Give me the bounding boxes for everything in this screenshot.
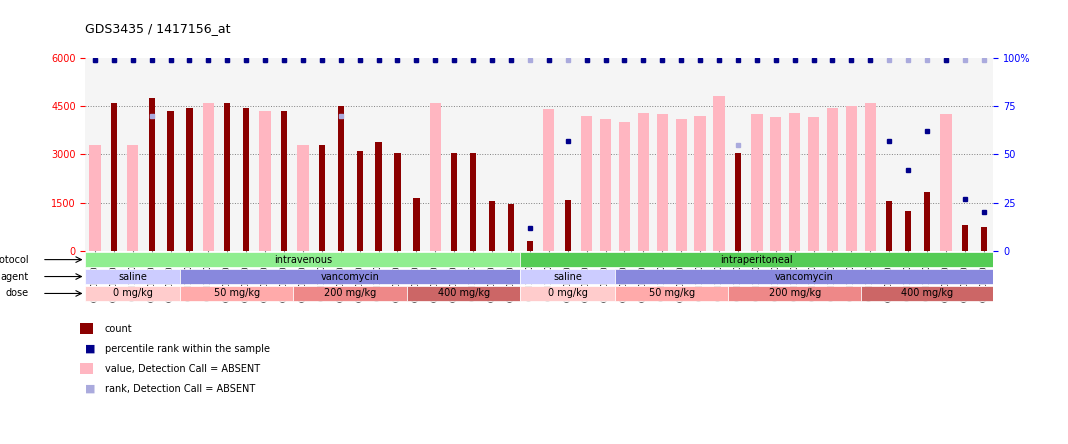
- Bar: [789, 112, 800, 251]
- Text: intraperitoneal: intraperitoneal: [721, 254, 794, 265]
- Bar: [735, 153, 741, 251]
- Text: percentile rank within the sample: percentile rank within the sample: [105, 344, 269, 353]
- Bar: [85, 269, 180, 284]
- Bar: [127, 145, 139, 251]
- Text: ■: ■: [85, 384, 96, 393]
- Bar: [85, 286, 180, 301]
- Bar: [544, 109, 554, 251]
- Bar: [751, 114, 763, 251]
- Bar: [638, 112, 649, 251]
- Bar: [281, 111, 287, 251]
- Bar: [924, 191, 930, 251]
- Text: 400 mg/kg: 400 mg/kg: [438, 289, 490, 298]
- Bar: [90, 145, 100, 251]
- Text: count: count: [105, 324, 132, 333]
- Bar: [861, 286, 993, 301]
- Bar: [85, 252, 520, 267]
- Bar: [297, 145, 309, 251]
- Bar: [886, 201, 893, 251]
- Bar: [224, 103, 231, 251]
- Bar: [807, 117, 819, 251]
- Text: 0 mg/kg: 0 mg/kg: [113, 289, 153, 298]
- Bar: [111, 103, 116, 251]
- Text: 50 mg/kg: 50 mg/kg: [648, 289, 695, 298]
- Bar: [294, 286, 407, 301]
- Bar: [186, 108, 192, 251]
- Bar: [148, 98, 155, 251]
- Text: dose: dose: [5, 289, 29, 298]
- Text: intravenous: intravenous: [273, 254, 332, 265]
- Bar: [318, 145, 325, 251]
- Bar: [180, 269, 520, 284]
- Text: saline: saline: [119, 272, 147, 281]
- Bar: [565, 199, 570, 251]
- Bar: [357, 151, 363, 251]
- Text: 400 mg/kg: 400 mg/kg: [901, 289, 953, 298]
- Bar: [508, 204, 514, 251]
- Bar: [520, 286, 615, 301]
- Text: protocol: protocol: [0, 254, 29, 265]
- Bar: [260, 111, 271, 251]
- Text: rank, Detection Call = ABSENT: rank, Detection Call = ABSENT: [105, 384, 255, 393]
- Bar: [980, 227, 987, 251]
- Bar: [489, 201, 496, 251]
- Bar: [940, 114, 952, 251]
- Text: 200 mg/kg: 200 mg/kg: [769, 289, 821, 298]
- Text: saline: saline: [553, 272, 582, 281]
- Text: 0 mg/kg: 0 mg/kg: [548, 289, 587, 298]
- Bar: [470, 153, 476, 251]
- Bar: [905, 211, 911, 251]
- Bar: [581, 116, 593, 251]
- Bar: [675, 119, 687, 251]
- Bar: [694, 116, 706, 251]
- Bar: [168, 111, 174, 251]
- Bar: [180, 286, 294, 301]
- Text: GDS3435 / 1417156_at: GDS3435 / 1417156_at: [85, 23, 231, 36]
- Bar: [846, 106, 857, 251]
- Bar: [413, 198, 420, 251]
- Text: value, Detection Call = ABSENT: value, Detection Call = ABSENT: [105, 364, 260, 373]
- Bar: [827, 108, 838, 251]
- Text: vancomycin: vancomycin: [774, 272, 833, 281]
- Bar: [451, 153, 457, 251]
- Bar: [865, 103, 876, 251]
- Bar: [600, 119, 611, 251]
- Bar: [713, 96, 725, 251]
- Text: 200 mg/kg: 200 mg/kg: [324, 289, 376, 298]
- Text: 50 mg/kg: 50 mg/kg: [214, 289, 260, 298]
- Bar: [376, 142, 381, 251]
- Bar: [337, 106, 344, 251]
- Bar: [770, 117, 782, 251]
- Bar: [615, 286, 728, 301]
- Bar: [962, 226, 968, 251]
- Bar: [615, 269, 993, 284]
- Text: ■: ■: [85, 344, 96, 353]
- Bar: [520, 252, 993, 267]
- Text: vancomycin: vancomycin: [320, 272, 379, 281]
- Bar: [244, 108, 249, 251]
- Bar: [203, 103, 214, 251]
- Bar: [429, 103, 441, 251]
- Bar: [407, 286, 520, 301]
- Text: agent: agent: [0, 272, 29, 281]
- Bar: [520, 269, 615, 284]
- Bar: [728, 286, 861, 301]
- Bar: [657, 114, 668, 251]
- Bar: [527, 242, 533, 251]
- Bar: [618, 122, 630, 251]
- Bar: [394, 153, 400, 251]
